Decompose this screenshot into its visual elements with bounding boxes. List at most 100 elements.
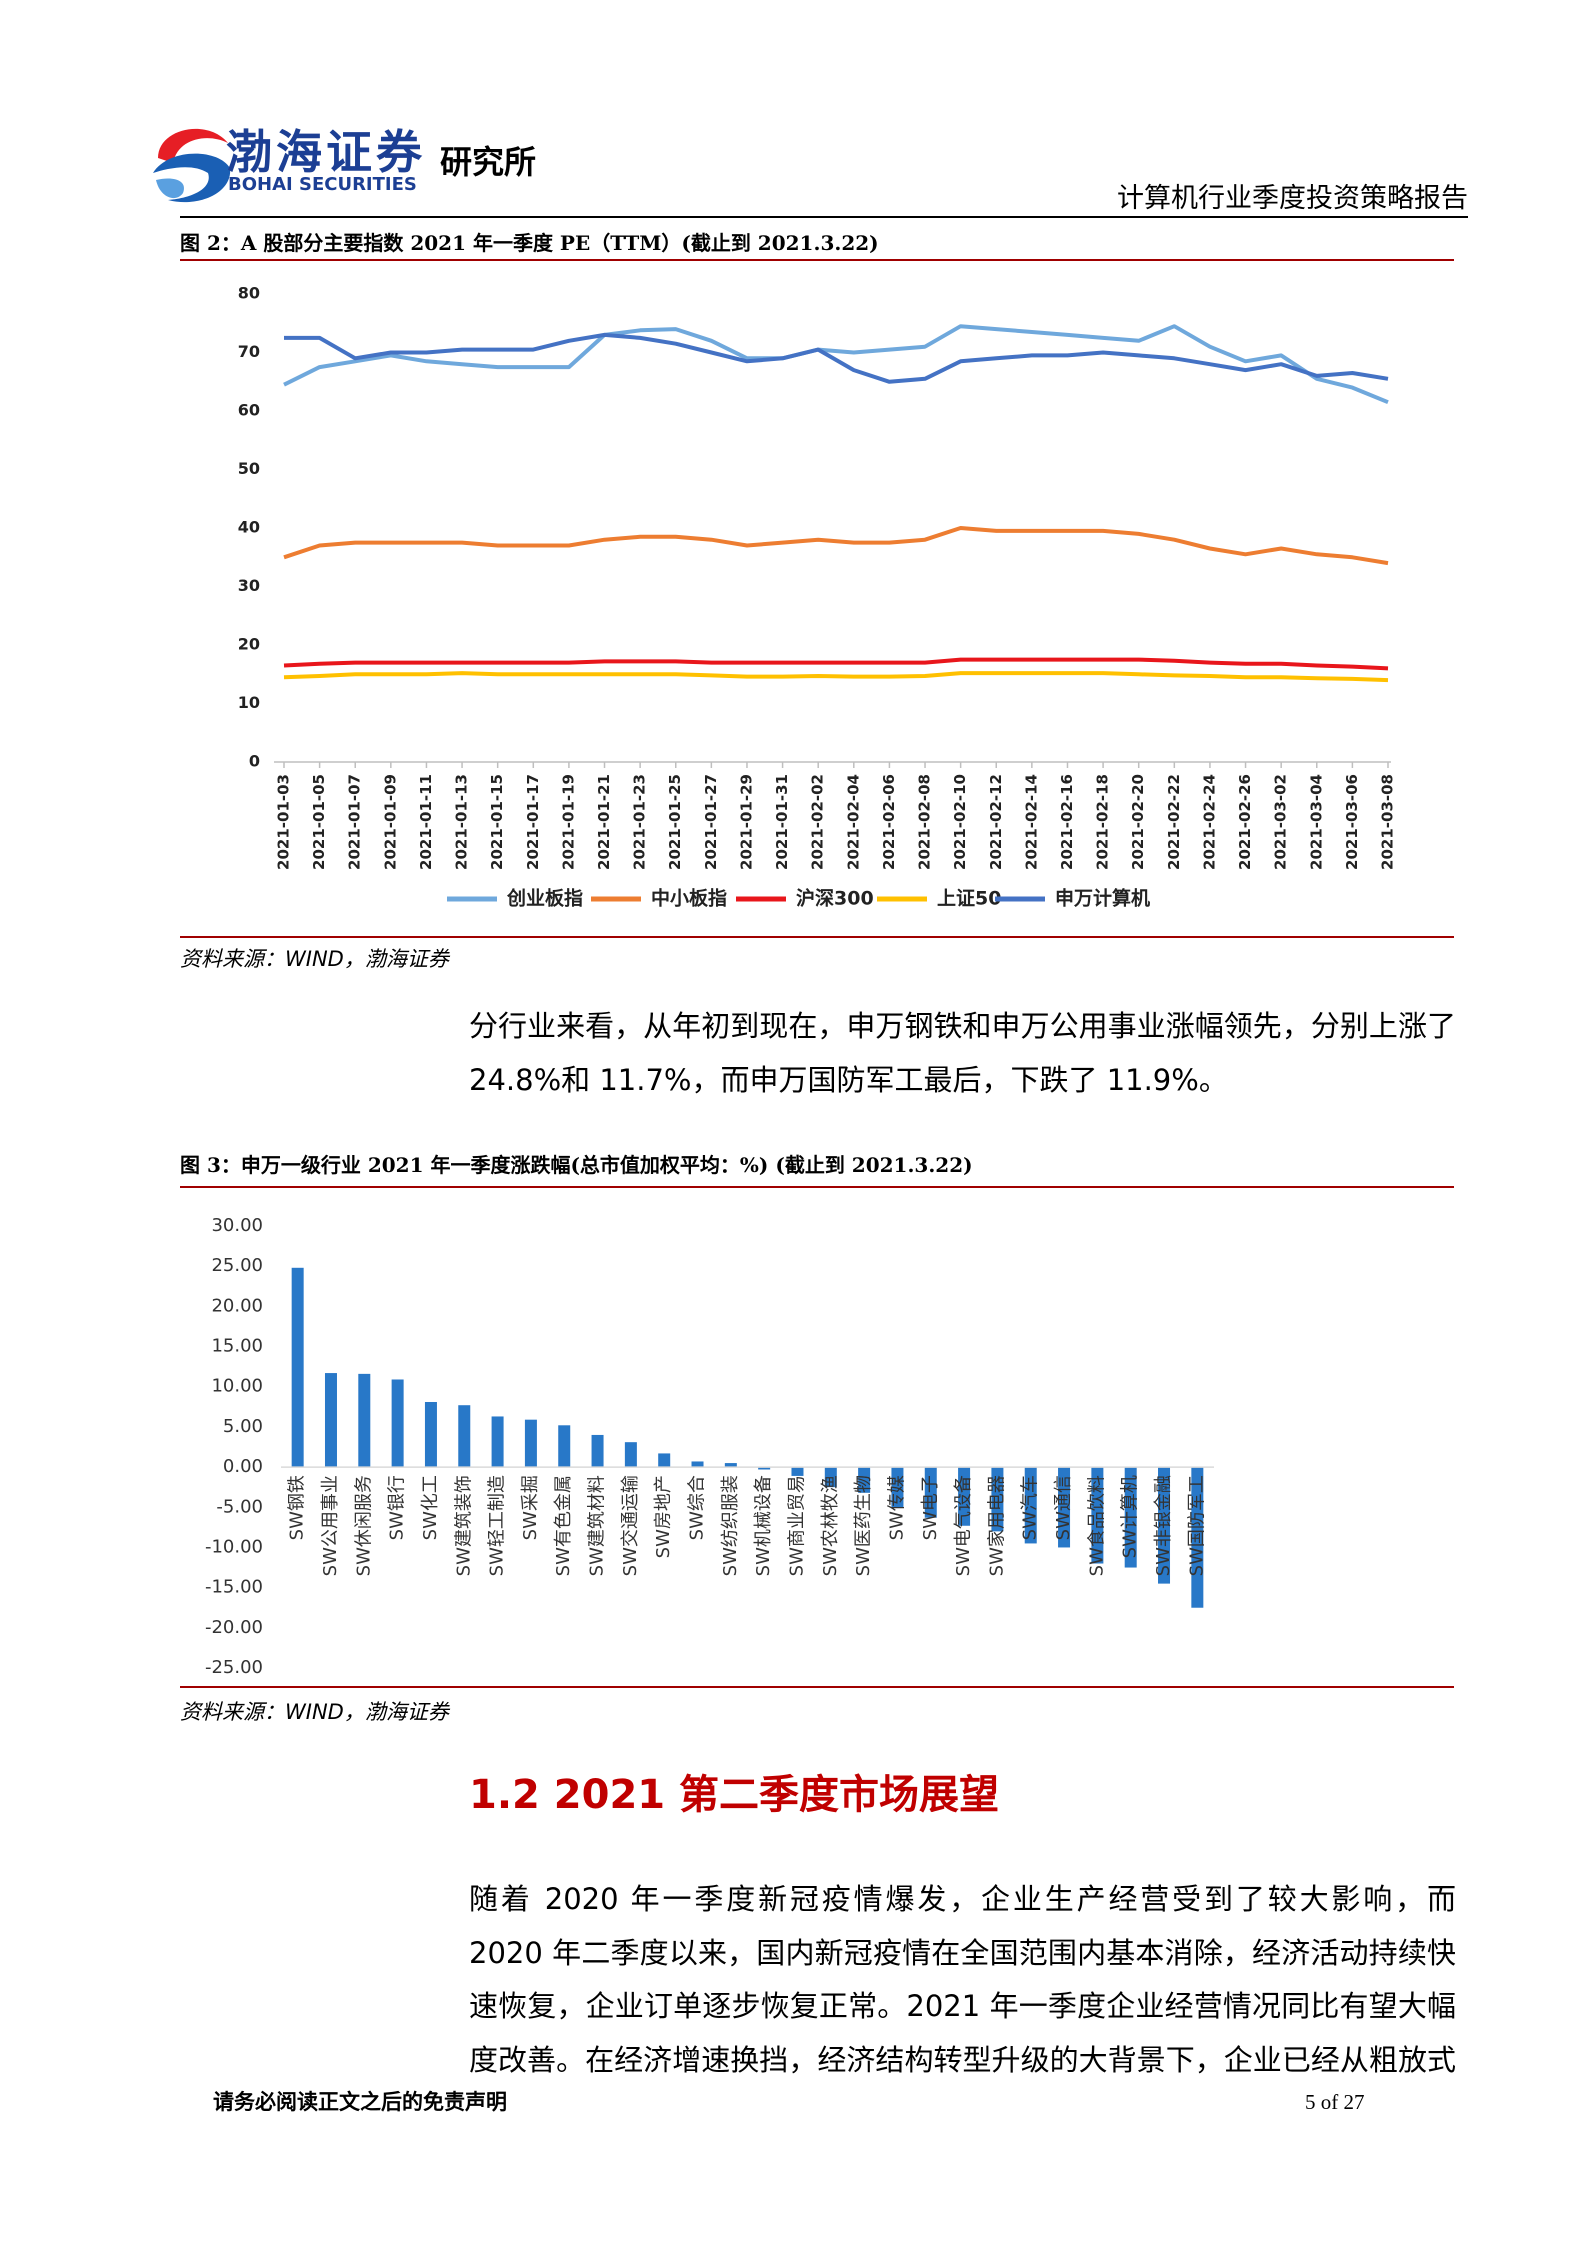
- y-tick-label: 0: [249, 752, 260, 771]
- company-en: BOHAI SECURITIES: [228, 174, 417, 195]
- bar: [391, 1379, 404, 1468]
- bar: [658, 1453, 671, 1468]
- y-tick-label: 20: [238, 635, 260, 654]
- x-tick-label: SW有色金属: [553, 1475, 574, 1576]
- section-heading: 1.2 2021 第二季度市场展望: [469, 1772, 1000, 1818]
- bar: [324, 1373, 337, 1468]
- y-tick-label: 20.00: [211, 1295, 263, 1316]
- x-tick-label: SW公用事业: [320, 1475, 341, 1576]
- logo-mark: [158, 128, 228, 163]
- x-tick-label: 2021-01-13: [453, 774, 471, 870]
- bar: [1158, 1467, 1171, 1584]
- y-tick-label: -25.00: [205, 1657, 263, 1678]
- x-tick-label: SW银行: [387, 1475, 408, 1540]
- x-tick-label: SW采掘: [520, 1475, 541, 1540]
- caption-rule: [180, 1186, 1454, 1188]
- x-tick-label: 2021-03-02: [1272, 774, 1290, 870]
- figure-source: 资料来源：WIND，渤海证券: [180, 947, 449, 971]
- x-tick-label: SW化工: [420, 1475, 441, 1540]
- x-tick-label: 2021-01-15: [488, 774, 506, 870]
- x-tick-label: SW商业贸易: [786, 1475, 807, 1576]
- series-line: [284, 332, 1389, 384]
- x-tick-label: 2021-02-26: [1236, 774, 1254, 870]
- x-tick-label: SW医药生物: [853, 1475, 874, 1576]
- logo: [153, 128, 231, 203]
- legend-label: 上证50: [937, 888, 1001, 910]
- y-tick-label: 0.00: [223, 1456, 263, 1477]
- bar: [724, 1463, 737, 1468]
- x-tick-label: 2021-02-12: [987, 774, 1005, 870]
- x-tick-label: 2021-03-04: [1307, 774, 1325, 870]
- bar: [458, 1405, 471, 1468]
- bar: [1058, 1467, 1071, 1548]
- y-tick-label: 10.00: [211, 1376, 263, 1397]
- x-tick-label: SW家用电器: [986, 1475, 1007, 1576]
- line-chart: 0 10 20 30 40 50 60 70 80 2021-01-03 2021-01-05 202…: [238, 284, 1397, 910]
- bar: [958, 1467, 971, 1526]
- x-tick-label: SW通信: [1053, 1475, 1074, 1540]
- x-tick-label: SW休闲服务: [353, 1475, 374, 1576]
- x-tick-label: 2021-02-20: [1129, 774, 1147, 870]
- series-line: [283, 657, 1389, 671]
- report-title: 计算机行业季度投资策略报告: [1117, 183, 1468, 214]
- bar: [824, 1467, 837, 1488]
- bar: [291, 1267, 304, 1468]
- x-tick-label: SW计算机: [1120, 1475, 1141, 1558]
- y-tick-label: 50: [238, 459, 260, 478]
- x-tick-label: 2021-01-27: [702, 774, 720, 870]
- bar: [1191, 1467, 1204, 1608]
- caption-rule: [180, 259, 1454, 261]
- x-tick-label: 2021-02-24: [1200, 774, 1218, 870]
- figure-rule: [180, 936, 1454, 938]
- bar-chart: -25.00 -20.00 -15.00 -10.00 -5.00 0.00 5.00 10.…: [205, 1215, 1214, 1678]
- disclaimer: 请务必阅读正文之后的免责声明: [213, 2089, 507, 2114]
- x-tick-label: SW建筑装饰: [453, 1475, 474, 1576]
- x-tick-label: 2021-01-21: [595, 774, 613, 870]
- paragraph: 随着 2020 年一季度新冠疫情爆发，企业生产经营受到了较大影响，而 2020 …: [469, 1882, 1456, 2077]
- x-tick-label: SW农林牧渔: [820, 1475, 841, 1576]
- company: 渤海证券: [226, 125, 426, 179]
- legend-label: 沪深300: [796, 887, 874, 910]
- y-tick-label: 80: [238, 284, 260, 303]
- x-tick-label: SW汽车: [1020, 1475, 1041, 1540]
- x-tick-label: SW非银金融: [1153, 1475, 1174, 1576]
- x-tick-label: 2021-01-11: [417, 774, 435, 870]
- figure-caption: 图 2：A 股部分主要指数 2021 年一季度 PE（TTM）(截止到 2021…: [180, 231, 879, 255]
- x-tick-label: SW房地产: [653, 1475, 674, 1558]
- bar: [1024, 1467, 1037, 1544]
- bar: [858, 1467, 871, 1493]
- bar: [924, 1467, 937, 1518]
- bar: [491, 1416, 504, 1468]
- x-tick-label: 2021-01-19: [559, 774, 577, 870]
- x-tick-label: 2021-02-04: [844, 774, 862, 870]
- x-tick-label: 2021-01-17: [524, 774, 542, 870]
- x-tick-label: SW食品饮料: [1086, 1475, 1107, 1576]
- x-tick-label: SW机械设备: [753, 1475, 774, 1576]
- x-tick-label: 2021-01-25: [666, 774, 684, 870]
- x-tick-label: 2021-01-29: [737, 774, 755, 870]
- x-tick-label: 2021-02-14: [1022, 774, 1040, 870]
- bar: [758, 1467, 771, 1470]
- legend-label: 中小板指: [651, 887, 727, 910]
- x-tick-label: 2021-02-10: [951, 774, 969, 870]
- figure-source: 资料来源：WIND，渤海证券: [180, 1700, 449, 1724]
- x-tick-label: SW电气设备: [953, 1475, 974, 1576]
- x-tick-label: SW综合: [687, 1475, 708, 1540]
- y-tick-label: 25.00: [211, 1255, 263, 1276]
- bar: [791, 1467, 804, 1476]
- series-line: [283, 671, 1389, 683]
- x-tick-label: SW交通运输: [620, 1475, 641, 1576]
- bar: [624, 1442, 637, 1468]
- dept: 研究所: [440, 143, 537, 181]
- logo-mark: [156, 178, 184, 199]
- bar: [558, 1425, 571, 1468]
- y-tick-label: 60: [238, 401, 260, 420]
- y-tick-label: 10: [238, 693, 260, 712]
- x-tick-label: 2021-03-08: [1379, 774, 1397, 870]
- x-tick-label: SW传媒: [886, 1475, 907, 1540]
- x-tick-label: 2021-02-06: [880, 774, 898, 870]
- x-tick-label: 2021-01-05: [310, 774, 328, 870]
- y-tick-label: -20.00: [205, 1617, 263, 1638]
- bar: [1091, 1467, 1104, 1564]
